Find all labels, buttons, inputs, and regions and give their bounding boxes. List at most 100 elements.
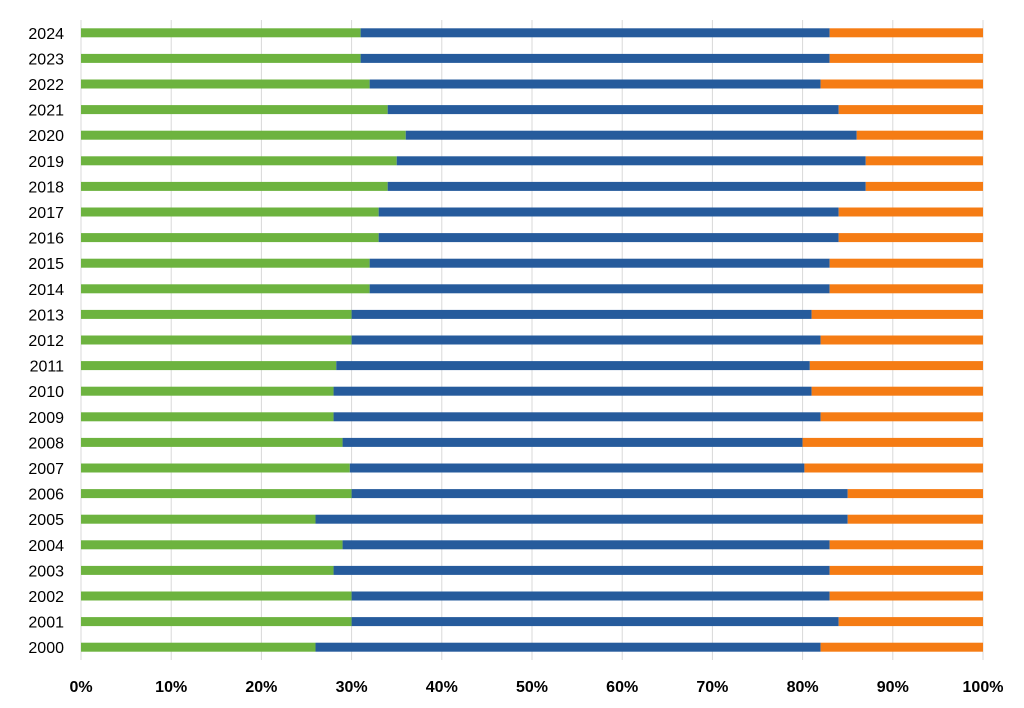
bar-2017-series-1: [81, 207, 379, 217]
bar-2010-series-3: [811, 386, 983, 396]
x-tick-label-8: 80%: [787, 679, 819, 696]
y-tick-label-2015: 2015: [28, 256, 64, 273]
bar-2022-series-1: [81, 79, 370, 89]
bar-2017-series-2: [378, 207, 839, 217]
bar-2007-series-3: [804, 463, 983, 473]
y-tick-label-2008: 2008: [28, 435, 64, 452]
x-tick-label-3: 30%: [336, 679, 368, 696]
bar-2019-series-2: [396, 156, 866, 166]
y-tick-label-2012: 2012: [28, 333, 64, 350]
bar-2015-series-1: [81, 258, 370, 268]
y-tick-label-2023: 2023: [28, 51, 64, 68]
x-tick-label-0: 0%: [69, 679, 92, 696]
bars: [81, 28, 983, 652]
bar-2000-series-3: [820, 642, 983, 652]
bar-2012-series-2: [351, 335, 821, 345]
bar-2003-series-3: [829, 565, 983, 575]
bar-2005-series-2: [315, 514, 848, 524]
bar-2023-series-3: [829, 53, 983, 63]
bar-2004-series-1: [81, 540, 343, 550]
bar-2016-series-3: [838, 233, 983, 243]
bar-2014-series-3: [829, 284, 983, 294]
bar-2007-series-2: [349, 463, 805, 473]
bar-2013-series-1: [81, 309, 352, 319]
bar-2014-series-2: [369, 284, 830, 294]
bar-2024-series-1: [81, 28, 361, 38]
bar-2010-series-2: [333, 386, 812, 396]
bar-2005-series-3: [847, 514, 983, 524]
y-tick-label-2007: 2007: [28, 461, 64, 478]
bar-2001-series-2: [351, 617, 839, 627]
bar-2008-series-3: [802, 437, 983, 447]
bar-2018-series-2: [387, 181, 866, 191]
y-tick-label-2006: 2006: [28, 487, 64, 504]
bar-2024-series-3: [829, 28, 983, 38]
y-tick-label-2020: 2020: [28, 128, 64, 145]
bar-2008-series-2: [342, 437, 803, 447]
bar-2012-series-3: [820, 335, 983, 345]
y-tick-label-2014: 2014: [28, 282, 64, 299]
bar-2023-series-1: [81, 53, 361, 63]
x-tick-label-10: 100%: [963, 679, 1004, 696]
bar-2001-series-1: [81, 617, 352, 627]
bar-2001-series-3: [838, 617, 983, 627]
bar-2007-series-1: [81, 463, 350, 473]
bar-2021-series-3: [838, 105, 983, 115]
y-tick-label-2017: 2017: [28, 205, 64, 222]
y-tick-label-2001: 2001: [28, 615, 64, 632]
bar-2003-series-1: [81, 565, 334, 575]
bar-2014-series-1: [81, 284, 370, 294]
bar-2002-series-3: [829, 591, 983, 601]
bar-2017-series-3: [838, 207, 983, 217]
bar-2009-series-2: [333, 412, 821, 422]
bar-2004-series-3: [829, 540, 983, 550]
y-tick-label-2018: 2018: [28, 179, 64, 196]
x-tick-label-2: 20%: [245, 679, 277, 696]
y-tick-label-2019: 2019: [28, 154, 64, 171]
x-tick-label-6: 60%: [606, 679, 638, 696]
bar-2020-series-1: [81, 130, 406, 140]
bar-2015-series-2: [369, 258, 830, 268]
y-tick-label-2000: 2000: [28, 640, 64, 657]
bar-2002-series-2: [351, 591, 830, 601]
bar-2020-series-3: [856, 130, 983, 140]
y-tick-label-2016: 2016: [28, 231, 64, 248]
bar-2002-series-1: [81, 591, 352, 601]
bar-2003-series-2: [333, 565, 830, 575]
y-tick-label-2003: 2003: [28, 563, 64, 580]
y-axis-labels: 2000 2001 2002 2003 2004 2005 2006 2007 2008 2009…: [28, 26, 64, 657]
bar-2019-series-1: [81, 156, 397, 166]
y-tick-label-2010: 2010: [28, 384, 64, 401]
bar-2022-series-3: [820, 79, 983, 89]
bar-2006-series-2: [351, 489, 848, 499]
y-tick-label-2009: 2009: [28, 410, 64, 427]
bar-2018-series-3: [865, 181, 983, 191]
bar-2011-series-3: [809, 361, 983, 371]
y-tick-label-2002: 2002: [28, 589, 64, 606]
bar-2023-series-2: [360, 53, 830, 63]
bar-2018-series-1: [81, 181, 388, 191]
y-tick-label-2011: 2011: [30, 359, 65, 376]
y-tick-label-2021: 2021: [28, 103, 64, 120]
bar-2021-series-2: [387, 105, 839, 115]
y-tick-label-2004: 2004: [28, 538, 64, 555]
bar-2008-series-1: [81, 437, 343, 447]
x-tick-label-4: 40%: [426, 679, 458, 696]
bar-2013-series-2: [351, 309, 812, 319]
bar-2016-series-1: [81, 233, 379, 243]
bar-2010-series-1: [81, 386, 334, 396]
bar-2011-series-1: [81, 361, 337, 371]
bar-2004-series-2: [342, 540, 830, 550]
x-tick-label-7: 70%: [696, 679, 728, 696]
bar-2016-series-2: [378, 233, 839, 243]
bar-2005-series-1: [81, 514, 316, 524]
bar-2011-series-2: [336, 361, 810, 371]
y-tick-label-2024: 2024: [28, 26, 64, 43]
x-axis-labels: 0% 10% 20% 30% 40% 50% 60% 70% 80% 90% 100%: [69, 679, 1003, 696]
bar-2009-series-1: [81, 412, 334, 422]
x-tick-label-9: 90%: [877, 679, 909, 696]
bar-2006-series-3: [847, 489, 983, 499]
y-tick-label-2013: 2013: [28, 307, 64, 324]
x-tick-label-5: 50%: [516, 679, 548, 696]
bar-2019-series-3: [865, 156, 983, 166]
